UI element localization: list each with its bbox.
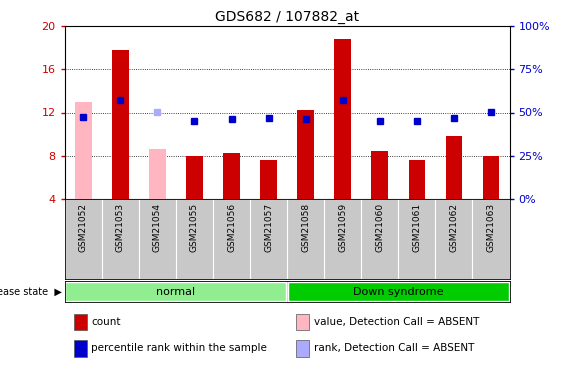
- Text: GSM21059: GSM21059: [338, 203, 347, 252]
- Bar: [74, 314, 87, 330]
- Text: GSM21061: GSM21061: [412, 203, 421, 252]
- Text: GSM21053: GSM21053: [116, 203, 125, 252]
- Bar: [186, 156, 203, 199]
- Bar: [296, 314, 310, 330]
- Text: GSM21057: GSM21057: [264, 203, 273, 252]
- Text: GSM21056: GSM21056: [227, 203, 236, 252]
- Bar: [372, 151, 388, 199]
- Bar: [74, 340, 87, 357]
- Bar: [112, 50, 129, 199]
- Text: GSM21060: GSM21060: [376, 203, 385, 252]
- Text: GSM21063: GSM21063: [486, 203, 495, 252]
- Bar: [334, 39, 351, 199]
- Text: disease state  ▶: disease state ▶: [0, 286, 62, 297]
- Text: value, Detection Call = ABSENT: value, Detection Call = ABSENT: [314, 317, 479, 327]
- Bar: [65, 282, 287, 301]
- Bar: [297, 110, 314, 199]
- Text: GSM21058: GSM21058: [301, 203, 310, 252]
- Bar: [482, 156, 499, 199]
- Bar: [223, 153, 240, 199]
- Bar: [75, 102, 92, 199]
- Bar: [149, 149, 166, 199]
- Text: percentile rank within the sample: percentile rank within the sample: [91, 343, 267, 353]
- Title: GDS682 / 107882_at: GDS682 / 107882_at: [215, 10, 359, 24]
- Text: rank, Detection Call = ABSENT: rank, Detection Call = ABSENT: [314, 343, 474, 353]
- Text: Down syndrome: Down syndrome: [353, 286, 444, 297]
- Text: GSM21055: GSM21055: [190, 203, 199, 252]
- Text: GSM21052: GSM21052: [79, 203, 88, 252]
- Text: normal: normal: [157, 286, 195, 297]
- Bar: [445, 136, 462, 199]
- Text: GSM21062: GSM21062: [449, 203, 458, 252]
- Bar: [296, 340, 310, 357]
- Text: count: count: [91, 317, 121, 327]
- Bar: [409, 160, 425, 199]
- Text: GSM21054: GSM21054: [153, 203, 162, 252]
- Bar: [288, 282, 509, 301]
- Bar: [260, 160, 277, 199]
